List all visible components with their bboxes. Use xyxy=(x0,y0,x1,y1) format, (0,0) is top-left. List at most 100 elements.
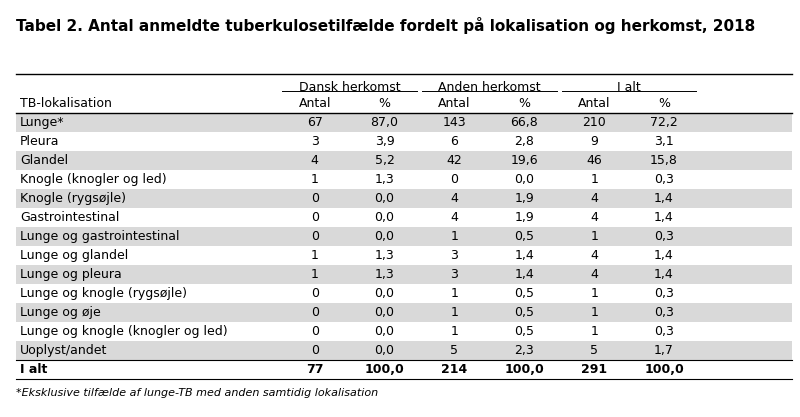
Text: 1,9: 1,9 xyxy=(514,192,534,205)
Text: 5: 5 xyxy=(450,344,458,357)
Text: 0,3: 0,3 xyxy=(654,306,674,319)
Text: 4: 4 xyxy=(590,192,598,205)
Text: 1,7: 1,7 xyxy=(654,344,674,357)
Text: 2,8: 2,8 xyxy=(514,135,534,148)
Text: 0,5: 0,5 xyxy=(514,306,534,319)
Text: %: % xyxy=(518,97,530,110)
Text: 3: 3 xyxy=(450,268,458,281)
Text: 6: 6 xyxy=(450,135,458,148)
Text: 1: 1 xyxy=(590,173,598,186)
Text: 4: 4 xyxy=(590,249,598,262)
Text: 87,0: 87,0 xyxy=(370,116,398,129)
Text: 4: 4 xyxy=(311,154,318,167)
Text: 0,0: 0,0 xyxy=(374,211,394,224)
Text: 1,4: 1,4 xyxy=(514,268,534,281)
Text: 143: 143 xyxy=(442,116,466,129)
Text: 100,0: 100,0 xyxy=(644,364,684,377)
Text: Gastrointestinal: Gastrointestinal xyxy=(20,211,119,224)
Text: Pleura: Pleura xyxy=(20,135,59,148)
Text: 0,3: 0,3 xyxy=(654,287,674,300)
Text: 0,0: 0,0 xyxy=(374,306,394,319)
Text: Lunge og knogle (knogler og led): Lunge og knogle (knogler og led) xyxy=(20,325,228,339)
Text: 0,5: 0,5 xyxy=(514,230,534,243)
Text: Lunge og knogle (rygsøjle): Lunge og knogle (rygsøjle) xyxy=(20,287,187,300)
Text: Knogle (rygsøjle): Knogle (rygsøjle) xyxy=(20,192,126,205)
Text: 15,8: 15,8 xyxy=(650,154,678,167)
Text: 4: 4 xyxy=(590,268,598,281)
Text: 1,3: 1,3 xyxy=(374,173,394,186)
Text: 9: 9 xyxy=(590,135,598,148)
Text: 0: 0 xyxy=(310,344,318,357)
Text: 3: 3 xyxy=(450,249,458,262)
Text: 0,0: 0,0 xyxy=(374,325,394,339)
Text: 3: 3 xyxy=(311,135,318,148)
Text: 67: 67 xyxy=(307,116,322,129)
Text: 3,9: 3,9 xyxy=(374,135,394,148)
Text: Dansk herkomst: Dansk herkomst xyxy=(299,81,401,94)
Text: Glandel: Glandel xyxy=(20,154,68,167)
Text: 0: 0 xyxy=(310,306,318,319)
Text: 1: 1 xyxy=(450,306,458,319)
Text: 1,3: 1,3 xyxy=(374,268,394,281)
Text: %: % xyxy=(658,97,670,110)
Text: 3,1: 3,1 xyxy=(654,135,674,148)
Text: 0,3: 0,3 xyxy=(654,230,674,243)
Text: Antal: Antal xyxy=(298,97,331,110)
Text: Lunge*: Lunge* xyxy=(20,116,65,129)
Text: 1,4: 1,4 xyxy=(654,268,674,281)
Text: 0,0: 0,0 xyxy=(374,192,394,205)
Text: Lunge og pleura: Lunge og pleura xyxy=(20,268,122,281)
Text: 1: 1 xyxy=(590,230,598,243)
Text: 1: 1 xyxy=(311,268,318,281)
Text: 1,3: 1,3 xyxy=(374,249,394,262)
Text: 0,5: 0,5 xyxy=(514,325,534,339)
Text: 0: 0 xyxy=(310,287,318,300)
Text: Tabel 2. Antal anmeldte tuberkulosetilfælde fordelt på lokalisation og herkomst,: Tabel 2. Antal anmeldte tuberkulosetilfæ… xyxy=(16,17,755,34)
Text: 0: 0 xyxy=(450,173,458,186)
Text: %: % xyxy=(378,97,390,110)
Text: I alt: I alt xyxy=(617,81,641,94)
Text: 77: 77 xyxy=(306,364,323,377)
Text: I alt: I alt xyxy=(20,364,47,377)
Text: 5: 5 xyxy=(590,344,598,357)
Text: 1,4: 1,4 xyxy=(514,249,534,262)
Text: 1: 1 xyxy=(450,287,458,300)
Text: 1: 1 xyxy=(590,306,598,319)
Text: 0: 0 xyxy=(310,211,318,224)
Text: 4: 4 xyxy=(590,211,598,224)
Text: 0,3: 0,3 xyxy=(654,325,674,339)
Text: 42: 42 xyxy=(446,154,462,167)
Text: 1,9: 1,9 xyxy=(514,211,534,224)
Text: 0,0: 0,0 xyxy=(374,344,394,357)
Text: 0: 0 xyxy=(310,230,318,243)
Text: *Eksklusive tilfælde af lunge-TB med anden samtidig lokalisation: *Eksklusive tilfælde af lunge-TB med and… xyxy=(16,388,378,398)
Text: 46: 46 xyxy=(586,154,602,167)
Text: Knogle (knogler og led): Knogle (knogler og led) xyxy=(20,173,166,186)
Text: 1,4: 1,4 xyxy=(654,192,674,205)
Text: 0: 0 xyxy=(310,192,318,205)
Text: 214: 214 xyxy=(442,364,467,377)
Text: Lunge og glandel: Lunge og glandel xyxy=(20,249,128,262)
Text: 0: 0 xyxy=(310,325,318,339)
Text: 66,8: 66,8 xyxy=(510,116,538,129)
Text: Anden herkomst: Anden herkomst xyxy=(438,81,541,94)
Text: Antal: Antal xyxy=(578,97,610,110)
Text: 0,0: 0,0 xyxy=(374,230,394,243)
Text: 1: 1 xyxy=(590,287,598,300)
Text: Lunge og gastrointestinal: Lunge og gastrointestinal xyxy=(20,230,179,243)
Text: Uoplyst/andet: Uoplyst/andet xyxy=(20,344,107,357)
Text: 1: 1 xyxy=(450,230,458,243)
Text: 291: 291 xyxy=(581,364,607,377)
Text: Antal: Antal xyxy=(438,97,470,110)
Text: 1: 1 xyxy=(450,325,458,339)
Text: 0,0: 0,0 xyxy=(514,173,534,186)
Text: 210: 210 xyxy=(582,116,606,129)
Text: 0,3: 0,3 xyxy=(654,173,674,186)
Text: Lunge og øje: Lunge og øje xyxy=(20,306,101,319)
Text: 100,0: 100,0 xyxy=(365,364,405,377)
Text: 4: 4 xyxy=(450,211,458,224)
Text: 5,2: 5,2 xyxy=(374,154,394,167)
Text: TB-lokalisation: TB-lokalisation xyxy=(20,97,112,110)
Text: 1,4: 1,4 xyxy=(654,211,674,224)
Text: 100,0: 100,0 xyxy=(505,364,544,377)
